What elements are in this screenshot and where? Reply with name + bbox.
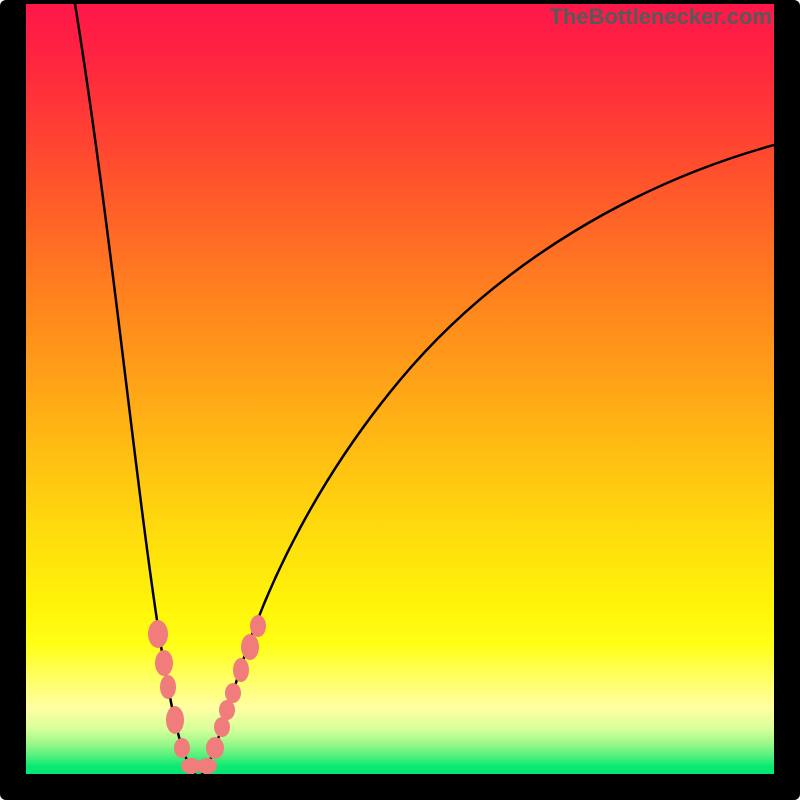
data-marker (206, 737, 224, 759)
data-marker (160, 675, 176, 699)
data-marker (219, 700, 235, 720)
data-marker (197, 758, 217, 774)
watermark-text: TheBottlenecker.com (549, 4, 772, 30)
data-marker (233, 658, 249, 682)
curve-path (75, 4, 195, 773)
data-marker (166, 706, 184, 734)
chart-frame: TheBottlenecker.com (0, 0, 800, 800)
data-marker (241, 634, 259, 660)
v-curve-overlay (0, 0, 800, 800)
data-marker (225, 683, 241, 703)
data-marker (174, 738, 190, 758)
curve-path (202, 145, 774, 774)
curves-group (75, 4, 774, 774)
data-marker (155, 650, 173, 676)
data-marker (214, 717, 230, 737)
markers-group (148, 615, 266, 774)
data-marker (148, 620, 168, 648)
data-marker (250, 615, 266, 637)
